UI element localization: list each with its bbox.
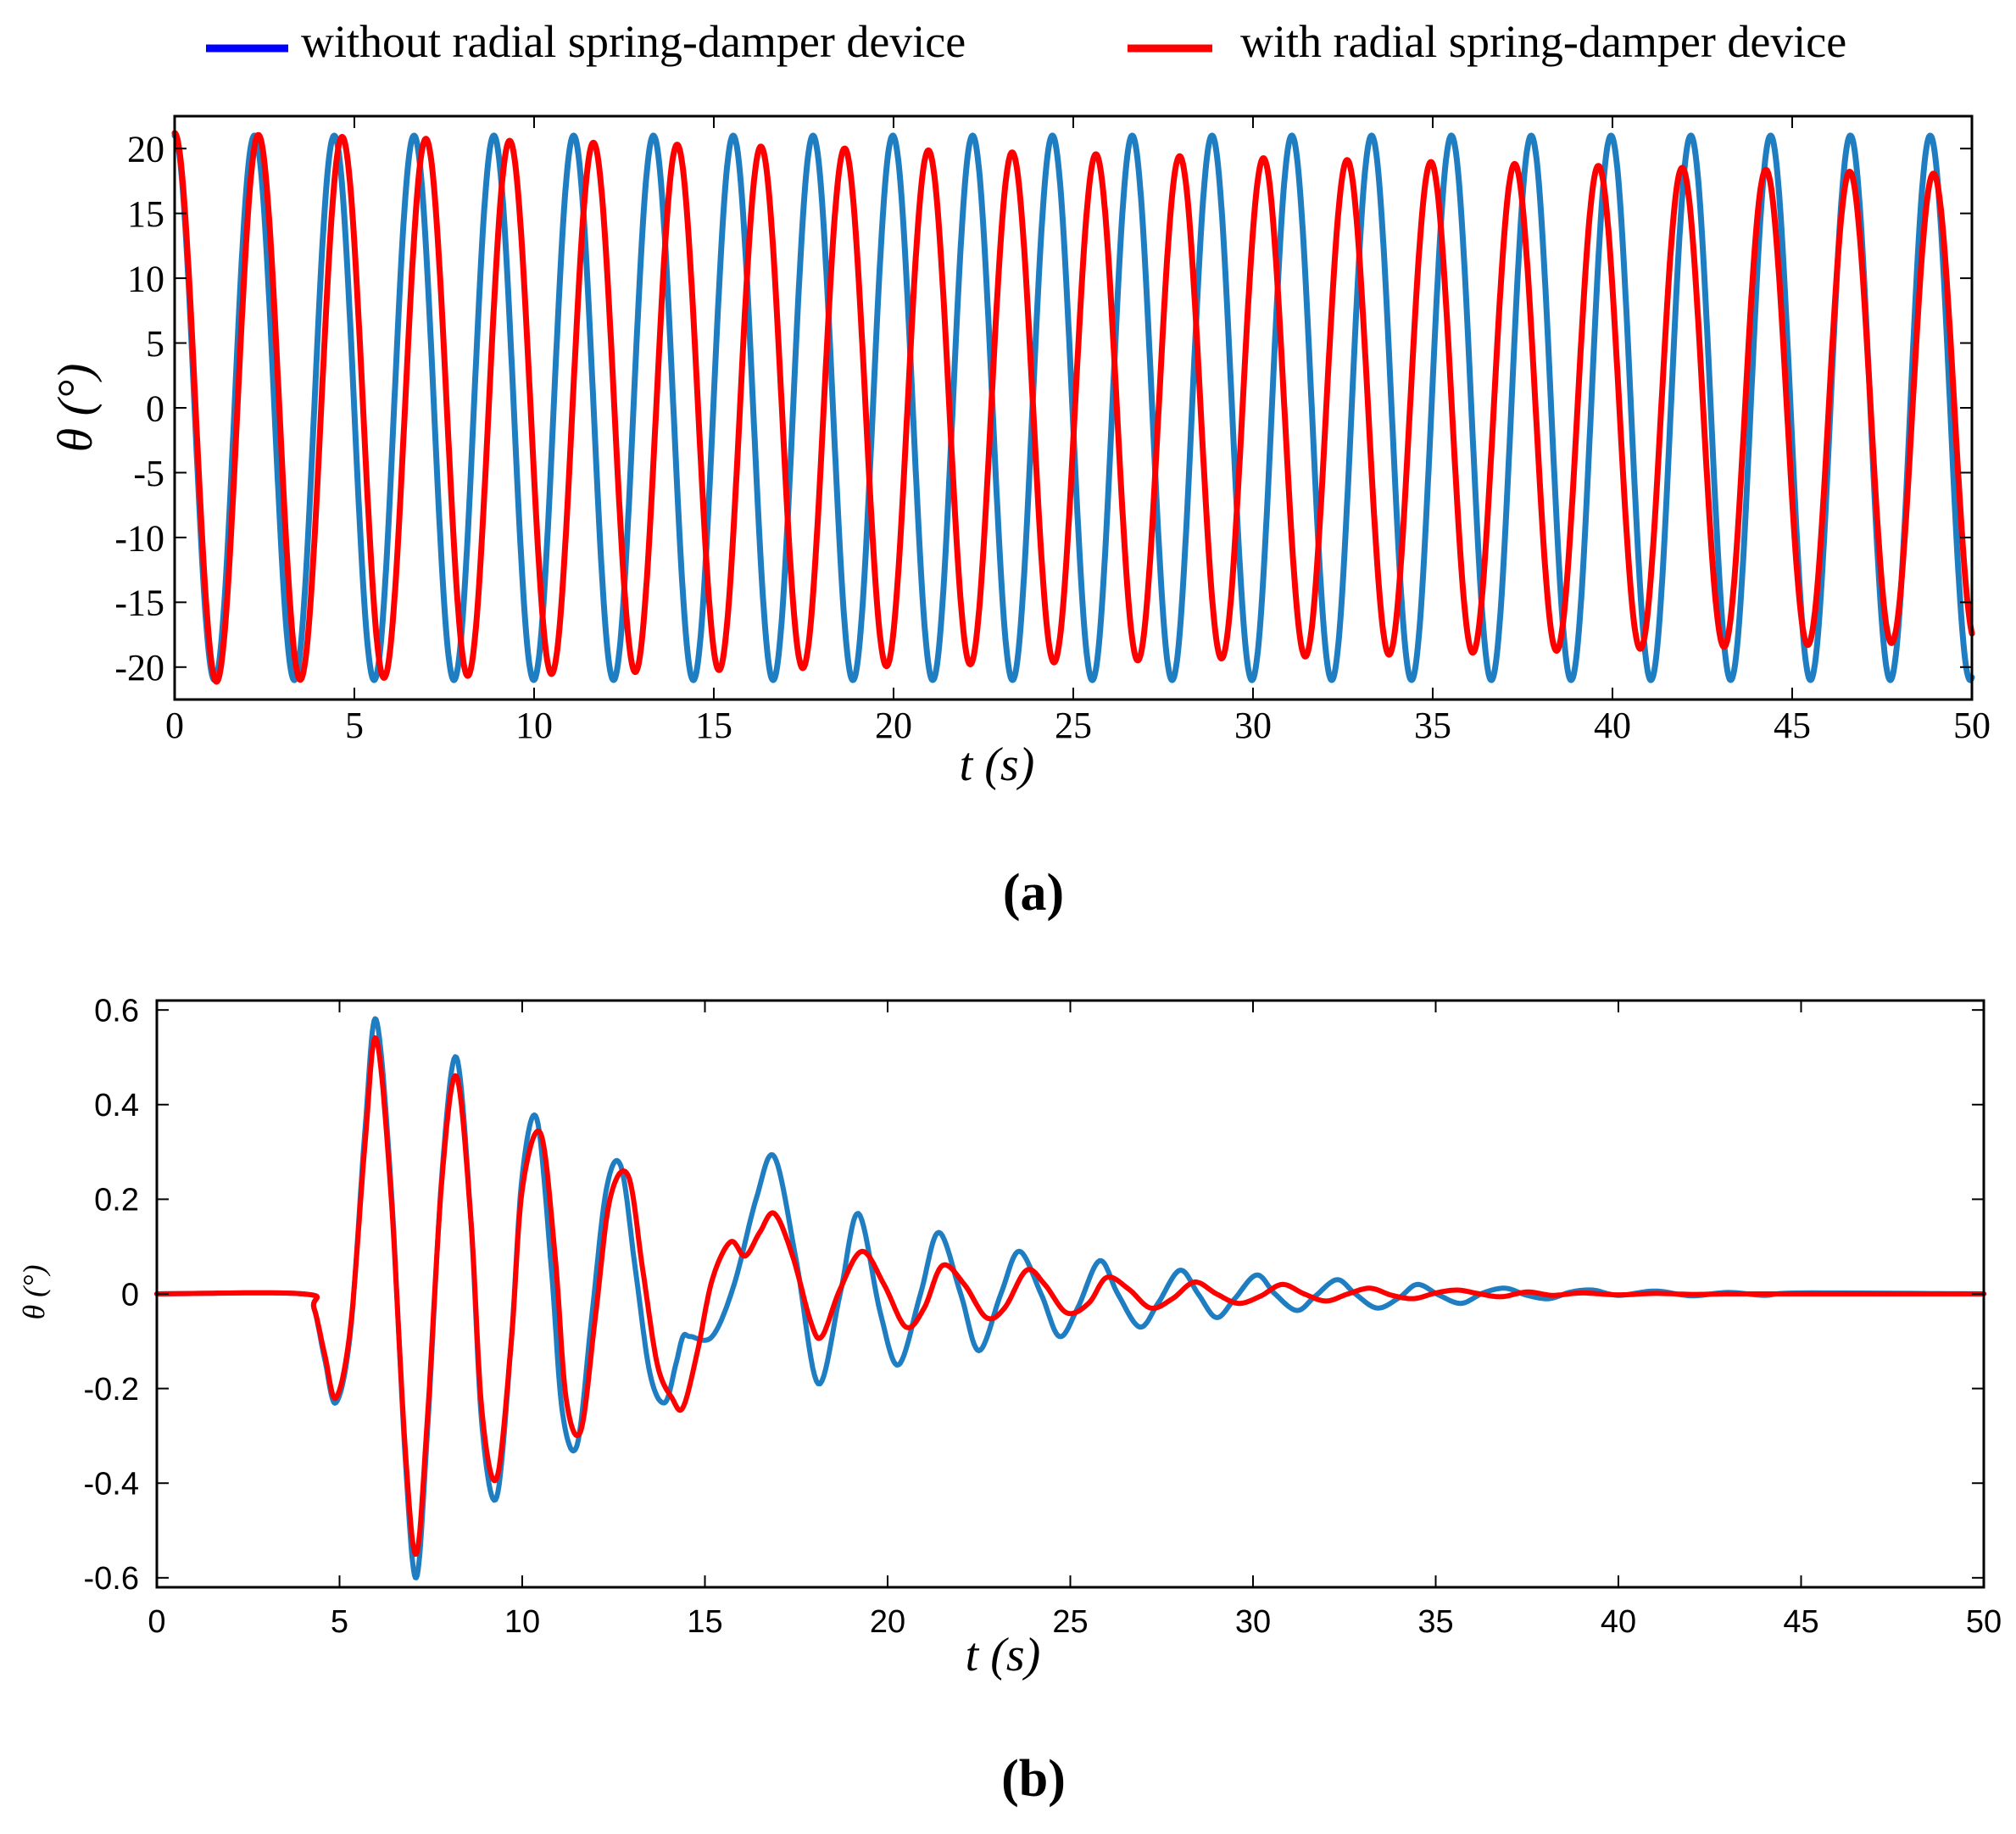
x-tick-label: 5 [331,1604,348,1640]
y-tick-label: 0.4 [94,1088,139,1123]
x-tick-label: 25 [1052,1604,1088,1640]
x-tick-label: 35 [1417,1604,1453,1640]
x-tick-label: 5 [345,705,364,746]
x-tick-label: 25 [1055,705,1092,746]
legend-label-without: without radial spring-damper device [301,16,966,67]
legend-label-with: with radial spring-damper device [1240,16,1846,67]
x-tick-label: 15 [695,705,732,746]
x-tick-label: 10 [515,705,553,746]
x-tick-label: 10 [504,1604,540,1640]
panel-a-caption: (a) [1003,864,1064,922]
panel-b-series [154,1016,1986,1580]
y-tick-label: 0 [146,387,164,429]
y-tick-label: 0.2 [94,1183,139,1218]
x-tick-label: 45 [1774,705,1811,746]
series-line-with [171,130,1975,685]
panel-b-xlabel: t (s) [966,1629,1041,1681]
x-tick-label: 40 [1601,1604,1636,1640]
y-tick-label: -20 [114,647,164,688]
x-tick-label: 30 [1234,705,1272,746]
panel-b-ylabel-text: θ (°) [17,1264,51,1319]
panel-b-ylabel: θ (°) [17,1264,51,1319]
panel-b-caption: (b) [1001,1750,1066,1808]
panel-a: 0 5 10 15 20 25 30 35 40 45 5020151050-5-10-15-20 … [47,114,1991,922]
y-tick-label: -15 [114,583,164,624]
x-tick-label: 50 [1966,1604,2002,1640]
x-tick-label: 20 [870,1604,905,1640]
y-tick-label: -5 [133,453,164,494]
panel-b-ticks: 0 5 10 15 20 25 30 35 40 45 50 0.6 0.4 0.2 0 -0.2 -0.4 -0… [84,993,2002,1640]
x-tick-label: 35 [1414,705,1451,746]
series-line-with [154,1035,1986,1558]
panel-b: 0 5 10 15 20 25 30 35 40 45 50 0.6 0.4 0.2 0 -0.2 -0.4 -0… [17,993,2002,1808]
y-tick-label: 0 [121,1277,139,1313]
panel-a-xlabel: t (s) [960,739,1035,791]
x-tick-label: 50 [1953,705,1991,746]
y-tick-label: 5 [146,323,164,365]
y-tick-label: -0.2 [84,1372,139,1408]
x-tick-label: 20 [875,705,912,746]
x-tick-label: 0 [148,1604,165,1640]
x-tick-label: 30 [1235,1604,1271,1640]
y-tick-label: 20 [127,129,164,170]
y-tick-label: -10 [114,517,164,559]
x-tick-label: 15 [687,1604,722,1640]
series-line-without [154,1016,1986,1580]
x-tick-label: 40 [1594,705,1631,746]
panel-a-ylabel: θ (°) [47,364,103,453]
y-tick-label: 0.6 [94,993,139,1028]
y-tick-label: -0.4 [84,1467,139,1502]
legend: without radial spring-damper device with… [206,16,1846,67]
panel-a-series [171,130,1975,685]
x-tick-label: 0 [165,705,184,746]
y-tick-label: -0.6 [84,1561,139,1597]
y-tick-label: 15 [127,193,164,235]
panel-a-ylabel-text: θ (°) [47,364,103,453]
x-tick-label: 45 [1783,1604,1818,1640]
y-tick-label: 10 [127,259,164,300]
